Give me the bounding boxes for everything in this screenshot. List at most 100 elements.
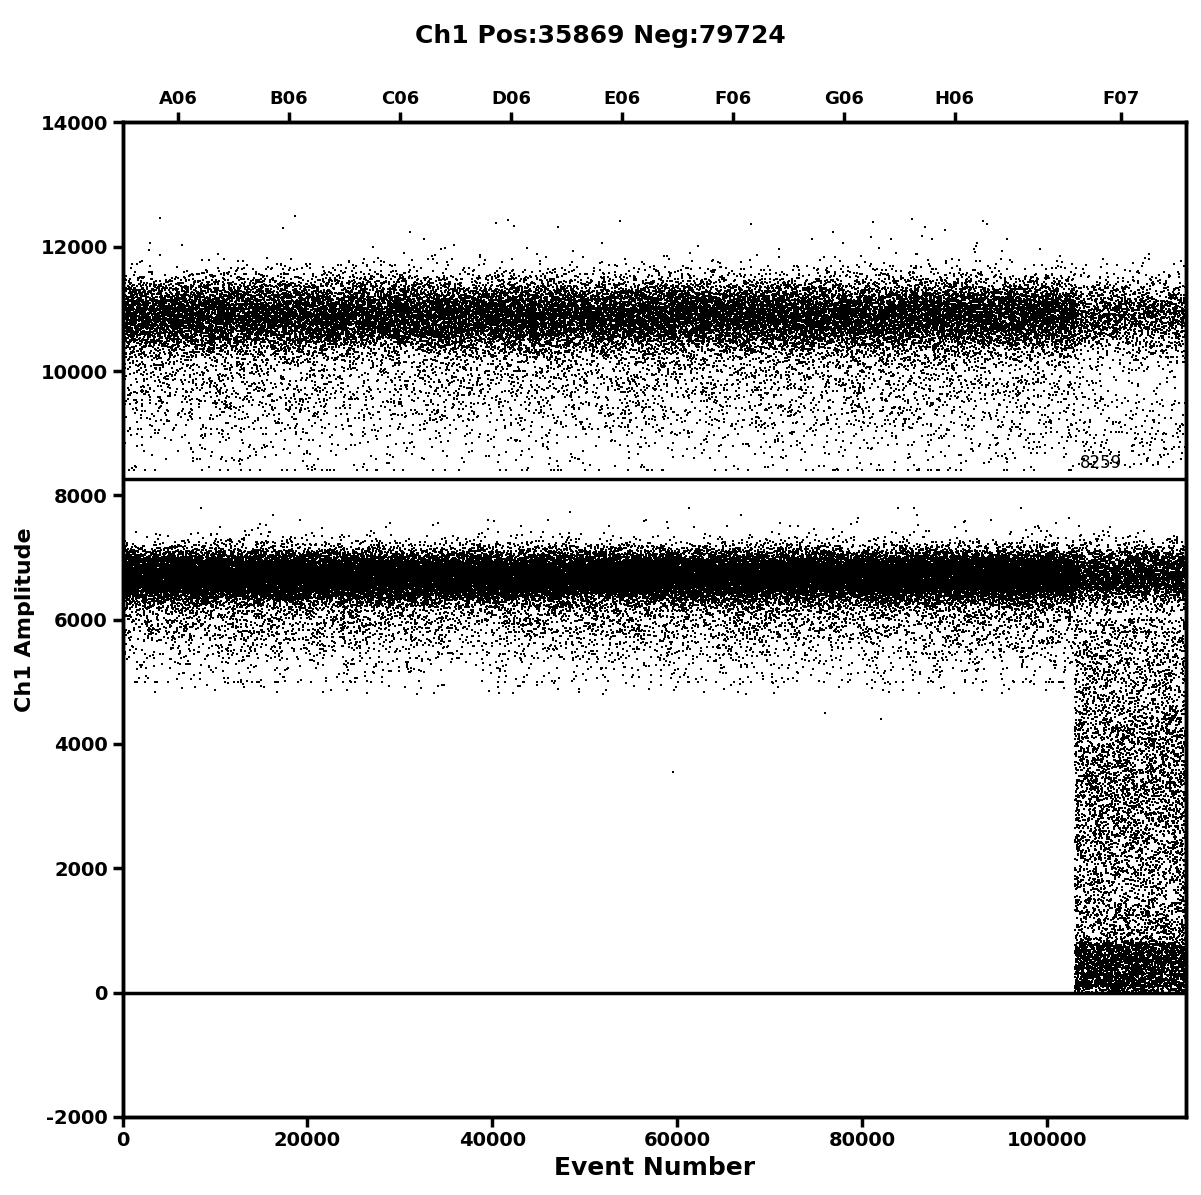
Point — [363, 330, 382, 349]
Point — [1071, 575, 1091, 594]
Point — [679, 576, 698, 595]
Point — [1024, 560, 1044, 580]
Point — [949, 446, 968, 465]
Point — [462, 587, 482, 606]
Point — [223, 562, 243, 581]
Point — [692, 289, 711, 308]
Point — [970, 586, 990, 605]
Point — [496, 461, 515, 480]
Point — [1086, 280, 1105, 299]
Point — [172, 560, 191, 580]
Point — [588, 369, 608, 388]
Point — [954, 325, 973, 344]
Point — [1060, 305, 1080, 324]
Point — [644, 574, 663, 593]
Point — [843, 558, 862, 577]
Point — [204, 568, 223, 587]
Point — [261, 553, 280, 572]
Point — [956, 540, 975, 559]
Point — [1155, 927, 1175, 946]
Point — [730, 295, 749, 314]
Point — [515, 345, 534, 364]
Point — [722, 565, 741, 584]
Point — [662, 305, 681, 324]
Point — [579, 571, 598, 590]
Point — [473, 341, 492, 360]
Point — [435, 570, 454, 589]
Point — [136, 324, 155, 343]
Point — [728, 574, 747, 593]
Point — [900, 301, 919, 320]
Point — [635, 574, 655, 593]
Point — [819, 558, 838, 577]
Point — [436, 562, 455, 581]
Point — [582, 271, 602, 290]
Point — [148, 574, 167, 593]
Point — [1002, 319, 1021, 338]
Point — [1171, 899, 1190, 918]
Point — [310, 302, 329, 321]
Point — [306, 332, 325, 351]
Point — [504, 281, 524, 300]
Point — [934, 406, 954, 425]
Point — [165, 545, 184, 564]
Point — [388, 288, 407, 307]
Point — [1155, 575, 1175, 594]
Point — [576, 315, 596, 335]
Point — [509, 583, 528, 602]
Point — [934, 570, 954, 589]
Point — [321, 556, 340, 575]
Point — [1022, 572, 1041, 592]
Point — [1041, 588, 1060, 607]
Point — [435, 560, 454, 580]
Point — [585, 559, 604, 578]
Point — [524, 403, 543, 422]
Point — [566, 304, 585, 323]
Point — [426, 583, 446, 602]
Point — [142, 559, 161, 578]
Point — [468, 593, 488, 612]
Point — [394, 571, 413, 590]
Point — [143, 572, 162, 592]
Point — [948, 560, 967, 580]
Point — [474, 554, 494, 574]
Point — [383, 569, 402, 588]
Point — [894, 588, 913, 607]
Point — [982, 562, 1002, 581]
Point — [705, 560, 724, 580]
Point — [294, 342, 313, 361]
Point — [430, 556, 449, 575]
Point — [239, 559, 258, 578]
Point — [280, 311, 299, 330]
Point — [655, 583, 674, 602]
Point — [311, 293, 330, 312]
Point — [652, 336, 671, 355]
Point — [1145, 921, 1164, 940]
Point — [425, 372, 444, 391]
Point — [694, 552, 713, 571]
Point — [1017, 578, 1036, 598]
Point — [229, 331, 249, 350]
Point — [311, 565, 330, 584]
Point — [578, 590, 597, 609]
Point — [256, 558, 275, 577]
Point — [426, 557, 446, 576]
Point — [525, 569, 544, 588]
Point — [228, 560, 247, 580]
Point — [838, 559, 858, 578]
Point — [1119, 982, 1139, 1001]
Point — [567, 302, 586, 321]
Point — [546, 537, 566, 556]
Point — [740, 564, 759, 583]
Point — [819, 596, 838, 615]
Point — [285, 304, 304, 323]
Point — [572, 306, 591, 325]
Point — [1100, 774, 1119, 793]
Point — [295, 350, 315, 369]
Point — [384, 558, 404, 577]
Point — [733, 558, 752, 577]
Point — [791, 551, 811, 570]
Point — [860, 584, 879, 603]
Point — [213, 554, 232, 574]
Point — [848, 583, 867, 602]
